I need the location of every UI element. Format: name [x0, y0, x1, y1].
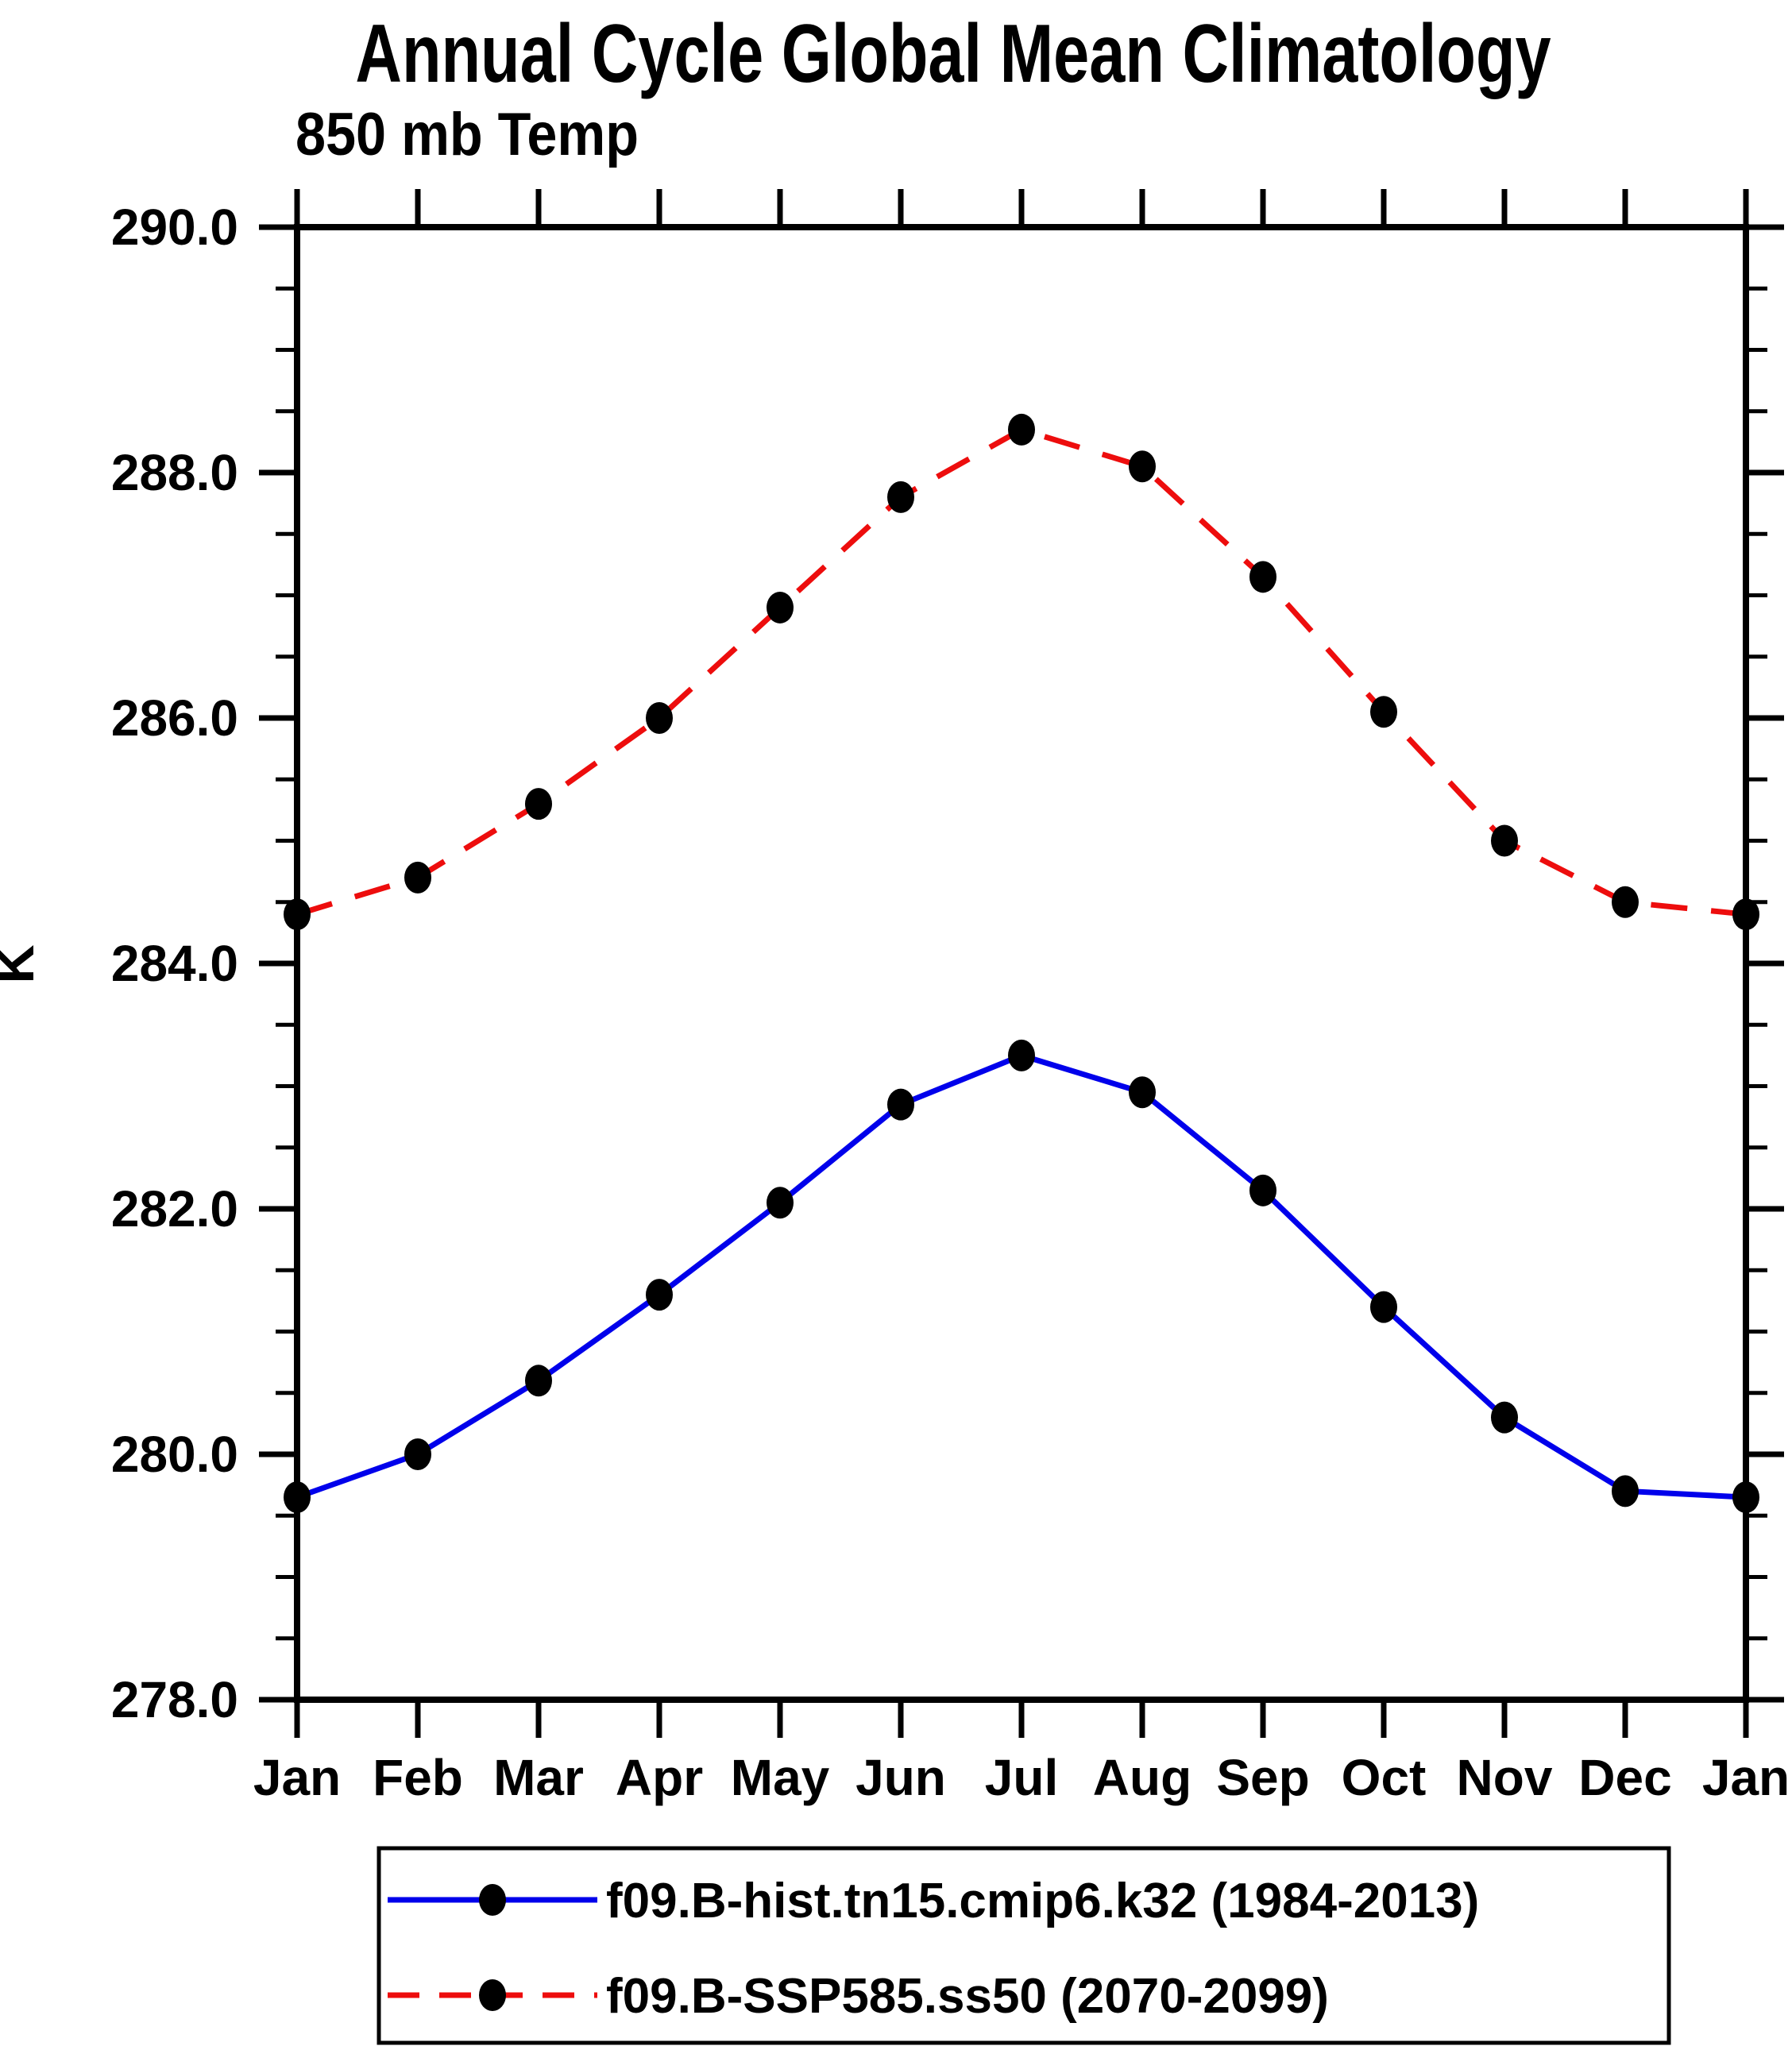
x-tick-label: Sep: [1216, 1749, 1309, 1806]
x-tick-label: May: [731, 1749, 830, 1806]
data-series-layer: [284, 413, 1759, 1514]
data-point-marker: [1370, 1291, 1397, 1323]
data-point-marker: [1491, 1401, 1518, 1434]
data-point-marker: [1249, 561, 1276, 593]
chart-title: Annual Cycle Global Mean Climatology: [355, 7, 1551, 99]
data-point-marker: [1732, 898, 1759, 931]
x-tick-label: Feb: [373, 1749, 463, 1806]
data-point-marker: [887, 481, 914, 513]
axis-ticks-layer: [259, 189, 1784, 1738]
legend-marker-icon: [479, 1884, 506, 1916]
legend-box: [377, 1846, 1671, 2045]
data-point-marker: [525, 788, 552, 820]
data-point-marker: [1008, 413, 1035, 446]
data-point-marker: [646, 702, 673, 734]
y-tick-label: 288.0: [111, 444, 238, 501]
data-point-marker: [525, 1365, 552, 1397]
y-tick-label: 282.0: [111, 1180, 238, 1237]
y-tick-label: 290.0: [111, 199, 238, 256]
x-tick-label: Apr: [616, 1749, 703, 1806]
y-tick-label: 284.0: [111, 935, 238, 992]
plot-frame-layer: [294, 224, 1749, 1703]
data-point-marker: [1732, 1481, 1759, 1514]
data-point-marker: [1370, 696, 1397, 728]
data-point-marker: [1491, 824, 1518, 857]
x-tick-label: Jan: [253, 1749, 341, 1806]
legend-layer: f09.B-hist.tn15.cmip6.k32 (1984-2013) f09…: [377, 1846, 1671, 2045]
x-tick-label: Jan: [1702, 1749, 1790, 1806]
plot-frame: [294, 224, 1749, 1703]
hist-line: [295, 1052, 1747, 1500]
x-tick-label: Aug: [1093, 1749, 1191, 1806]
data-point-marker: [284, 1481, 311, 1514]
x-tick-label: Jun: [855, 1749, 946, 1806]
data-point-marker: [1249, 1174, 1276, 1206]
legend-marker-icon: [479, 1979, 506, 2011]
data-point-marker: [1008, 1039, 1035, 1071]
y-axis-title: K: [0, 944, 45, 983]
data-point-marker: [284, 898, 311, 931]
data-point-marker: [404, 861, 431, 894]
axis-labels-layer: 290.0 288.0 286.0 284.0 282.0 280.0 278.0 Jan Fe…: [111, 199, 1790, 1806]
legend-entry-label: f09.B-hist.tn15.cmip6.k32 (1984-2013): [606, 1874, 1479, 1928]
data-point-marker: [767, 591, 794, 623]
x-tick-label: Oct: [1342, 1749, 1427, 1806]
x-tick-label: Jul: [985, 1749, 1058, 1806]
data-point-marker: [646, 1279, 673, 1311]
data-point-marker: [887, 1088, 914, 1121]
y-tick-label: 280.0: [111, 1426, 238, 1483]
ssp585-line: [295, 427, 1747, 917]
data-point-marker: [1612, 1475, 1639, 1507]
data-point-marker: [767, 1187, 794, 1219]
x-tick-label: Mar: [493, 1749, 584, 1806]
data-point-marker: [1129, 1076, 1156, 1109]
x-tick-label: Nov: [1457, 1749, 1553, 1806]
x-tick-label: Dec: [1578, 1749, 1671, 1806]
data-point-marker: [1612, 886, 1639, 918]
data-point-marker: [1129, 450, 1156, 483]
data-point-marker: [404, 1438, 431, 1470]
y-tick-label: 286.0: [111, 689, 238, 747]
chart-subtitle: 850 mb Temp: [295, 102, 639, 168]
y-tick-label: 278.0: [111, 1671, 238, 1728]
legend-entry-label: f09.B-SSP585.ss50 (2070-2099): [606, 1969, 1329, 2024]
